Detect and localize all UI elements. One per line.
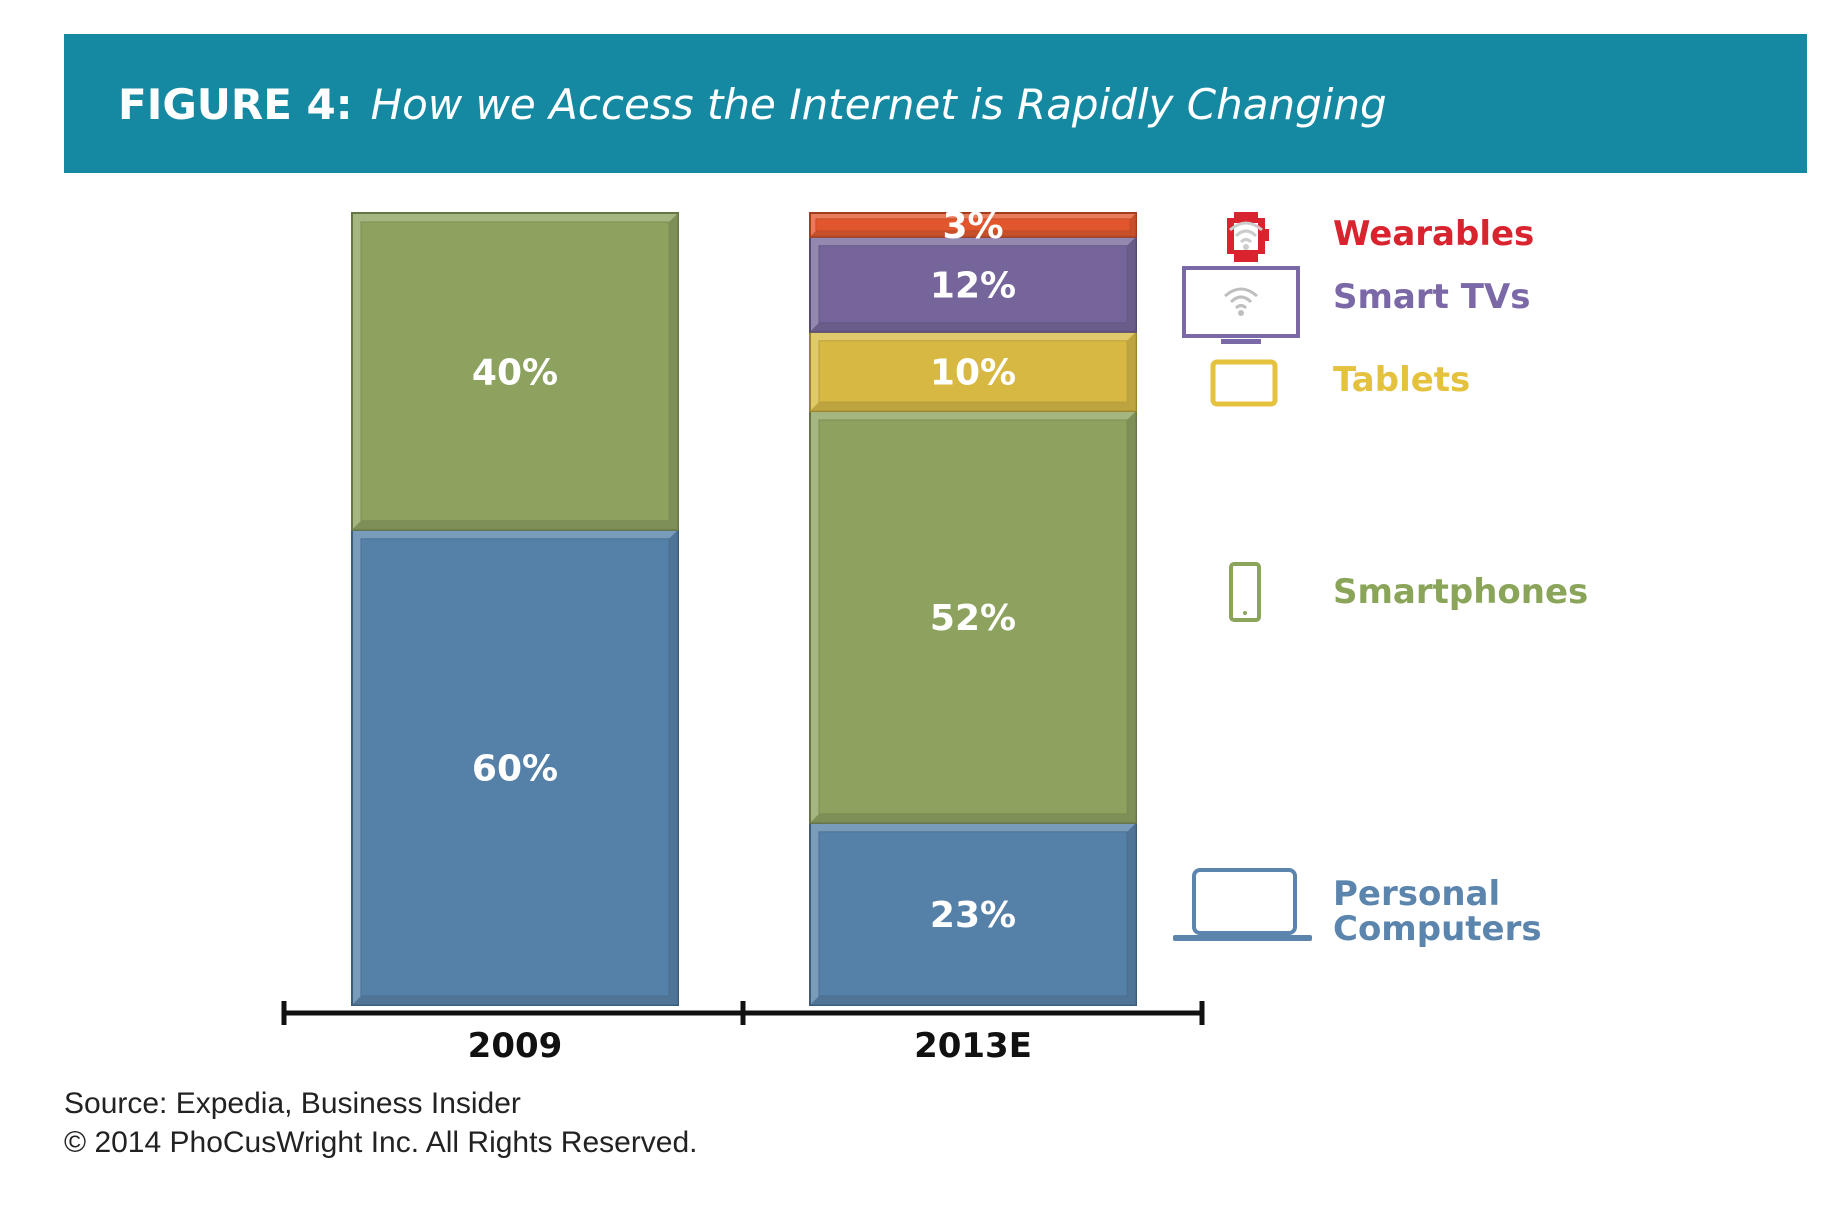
- data-label: 3%: [942, 206, 1003, 247]
- bar-segment-personal-computers-2009: [351, 528, 679, 1006]
- copyright-note: © 2014 PhoCusWright Inc. All Rights Rese…: [64, 1126, 698, 1159]
- tablet-icon: [1210, 359, 1278, 407]
- data-label: 10%: [930, 352, 1016, 393]
- legend-label: Personal: [1333, 874, 1500, 914]
- data-label: 23%: [930, 895, 1016, 936]
- source-note: Source: Expedia, Business Insider: [64, 1087, 521, 1120]
- smart-tv-icon: [1182, 266, 1300, 344]
- bar-segment-personal-computers-2013e: [809, 821, 1137, 1007]
- legend-label: Wearables: [1333, 214, 1534, 254]
- legend-label: Smartphones: [1333, 572, 1588, 612]
- data-label: 12%: [930, 265, 1016, 306]
- smartphone-icon: [1229, 562, 1261, 622]
- x-tick-label: 2013E: [914, 1026, 1032, 1066]
- legend: Wearables Smart TVs Tablets Smartphones Pers…: [1173, 212, 1588, 949]
- bar-segment-smartphones-2009: [351, 212, 679, 531]
- data-label: 52%: [930, 598, 1016, 639]
- figure-title: FIGURE 4: How we Access the Internet is R…: [118, 80, 1387, 129]
- figure-header: FIGURE 4: How we Access the Internet is R…: [64, 34, 1807, 173]
- bar-segment-smart-tvs-2013e: [809, 235, 1137, 333]
- data-label: 40%: [472, 352, 558, 393]
- legend-label: Computers: [1333, 909, 1542, 949]
- wearable-watch-icon: [1227, 212, 1269, 262]
- data-label: 60%: [472, 748, 558, 789]
- bar-segment-tablets-2013e: [809, 330, 1137, 412]
- figure-footer: Source: Expedia, Business Insider © 2014…: [64, 1084, 698, 1162]
- figure-subtitle: How we Access the Internet is Rapidly Ch…: [370, 80, 1387, 129]
- bar-segment-wearables-2013e: [809, 212, 1137, 238]
- x-tick-label: 2009: [468, 1026, 563, 1066]
- laptop-icon: [1173, 868, 1312, 941]
- figure-label: FIGURE 4:: [118, 80, 353, 129]
- x-axis: [281, 1001, 1205, 1025]
- legend-label: Smart TVs: [1333, 277, 1530, 317]
- legend-label: Tablets: [1333, 360, 1470, 400]
